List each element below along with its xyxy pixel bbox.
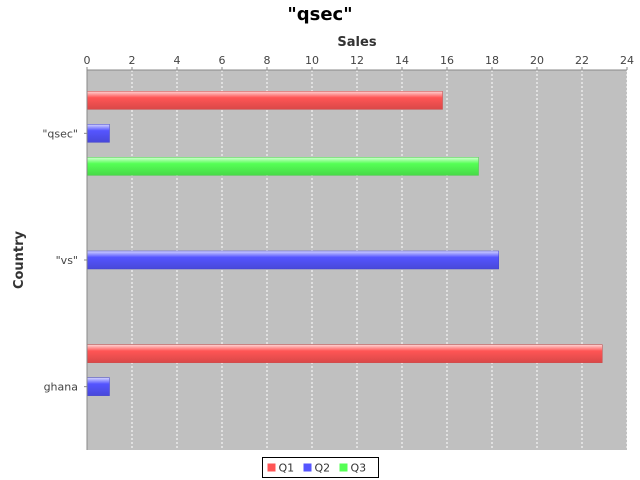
x-tick-label: 8 [264,54,271,67]
bar-q2-0 [86,124,110,143]
x-tick-label: 20 [530,54,544,67]
legend: Q1 Q2 Q3 [262,457,379,478]
legend-label-q3: Q3 [351,462,367,475]
legend-label-q2: Q2 [315,462,331,475]
x-axis-ticks: 0 2 4 6 8 10 12 14 16 18 20 22 24 [84,54,634,70]
x-tick-label: 4 [174,54,181,67]
legend-box [262,457,379,478]
legend-swatch-q1 [267,463,276,472]
x-tick-label: 0 [84,54,91,67]
bar-q1-0 [86,91,443,110]
bar-q1-2 [86,344,603,363]
bar-q2-2 [86,377,110,396]
chart-title: "qsec" [287,4,352,25]
x-tick-label: 24 [620,54,634,67]
x-tick-label: 2 [129,54,136,67]
x-tick-label: 12 [350,54,364,67]
x-axis-label: Sales [337,35,376,50]
x-tick-label: 14 [395,54,409,67]
x-tick-label: 10 [305,54,319,67]
y-axis-ticks: "qsec" "vs" ghana [42,127,87,394]
y-tick-label: ghana [44,381,78,394]
y-tick-label: "qsec" [42,127,78,140]
x-tick-label: 18 [485,54,499,67]
bar-q2-1 [86,250,499,270]
x-tick-label: 22 [575,54,589,67]
y-tick-label: "vs" [56,254,78,267]
legend-swatch-q3 [339,463,348,472]
x-tick-label: 16 [440,54,454,67]
y-axis-label: Country [12,230,27,289]
legend-label-q1: Q1 [279,462,295,475]
legend-swatch-q2 [303,463,312,472]
x-tick-label: 6 [219,54,226,67]
bar-q3-0 [86,157,479,176]
